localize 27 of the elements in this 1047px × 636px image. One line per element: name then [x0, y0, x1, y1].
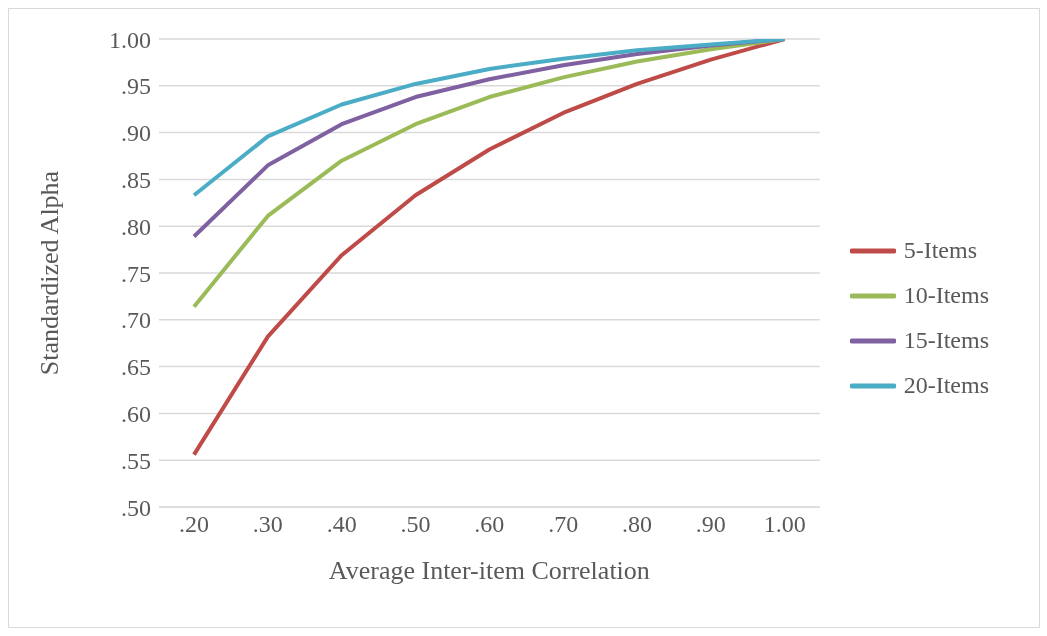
line-series — [192, 39, 787, 198]
y-tick-label: .50 — [121, 494, 151, 521]
x-tick-label: 1.00 — [763, 511, 806, 538]
x-tick-label: .20 — [179, 511, 209, 538]
y-tick-label: .60 — [121, 400, 151, 427]
y-tick-label: .85 — [121, 166, 151, 193]
legend-label: 10-Items — [903, 282, 989, 309]
legend-label: 5-Items — [903, 237, 977, 264]
x-tick-label: .60 — [474, 511, 505, 538]
x-tick-label: .70 — [548, 511, 579, 538]
y-tick-label: .75 — [121, 260, 151, 287]
x-tick-label: .40 — [326, 511, 357, 538]
x-tick-label: .90 — [695, 511, 726, 538]
x-axis-title: Average Inter-item Correlation — [328, 556, 650, 585]
y-tick-label: .65 — [121, 354, 151, 381]
x-tick-label: .30 — [252, 511, 283, 538]
y-tick-label: .70 — [121, 307, 151, 334]
y-tick-label: .95 — [121, 73, 151, 100]
y-tick-label: .55 — [121, 447, 151, 474]
y-tick-label: 1.00 — [109, 26, 151, 53]
x-tick-label: .80 — [622, 511, 653, 538]
y-tick-label: .90 — [121, 120, 151, 147]
legend-label: 20-Items — [903, 372, 989, 399]
legend-label: 15-Items — [903, 327, 989, 354]
x-tick-label: .50 — [400, 511, 431, 538]
y-axis-title: Standardized Alpha — [35, 170, 65, 376]
y-tick-label: .80 — [121, 213, 151, 240]
